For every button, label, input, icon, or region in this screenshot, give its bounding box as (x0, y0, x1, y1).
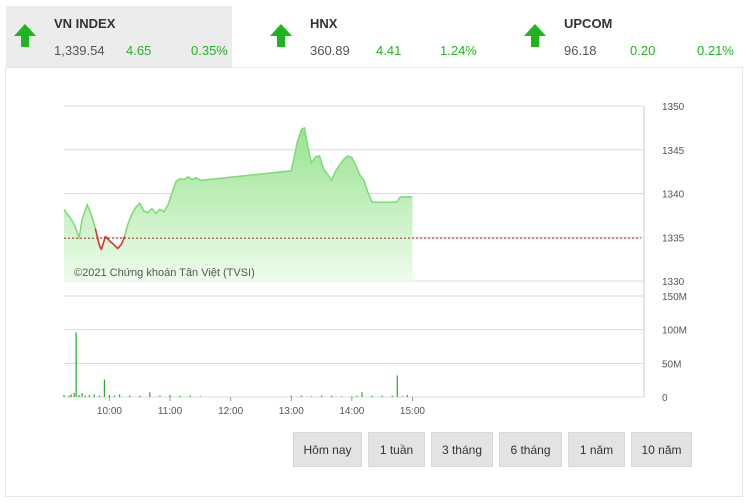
volume-bar (139, 395, 141, 397)
volume-bar (351, 396, 353, 397)
intraday-chart: 1350 1345 1340 1335 1330 150M 100M 50M 0 10:00 11:… (63, 102, 687, 417)
price-below-reference-segment (94, 228, 101, 246)
time-tick-label: 15:00 (400, 406, 425, 417)
price-tick-label: 1350 (662, 102, 685, 113)
volume-bar (70, 394, 72, 397)
volume-bar (169, 394, 171, 397)
volume-bar (78, 394, 80, 397)
volume-bar (401, 396, 403, 397)
range-1-week-button[interactable]: 1 tuần (368, 432, 425, 467)
index-percent: 0.21% (697, 43, 734, 58)
range-3-months-button[interactable]: 3 tháng (431, 432, 493, 467)
volume-bar (361, 392, 363, 397)
index-price: 360.89 (310, 43, 350, 58)
index-change: 4.41 (376, 43, 402, 58)
volume-bar (396, 375, 398, 397)
index-name: VN INDEX (54, 16, 116, 31)
volume-tick-label: 0 (662, 393, 668, 404)
volume-bar (63, 394, 65, 397)
volume-bar (356, 395, 358, 397)
volume-bar (381, 395, 383, 397)
index-price: 96.18 (564, 43, 597, 58)
time-tick-label: 12:00 (218, 406, 243, 417)
volume-bar (199, 396, 201, 397)
range-today-button[interactable]: Hôm nay (293, 432, 362, 467)
index-percent: 1.24% (440, 43, 477, 58)
volume-bar (320, 395, 323, 397)
volume-tick-label: 50M (662, 359, 681, 370)
volume-bar (179, 395, 181, 397)
index-change: 4.65 (126, 43, 152, 58)
volume-bar (68, 395, 70, 397)
range-1-year-button[interactable]: 1 năm (568, 432, 625, 467)
arrow-up-icon (524, 24, 546, 47)
volume-bar (341, 396, 343, 397)
index-change: 0.20 (630, 43, 656, 58)
volume-bar (88, 394, 90, 397)
price-tick-label: 1345 (662, 146, 685, 157)
price-area (64, 127, 413, 281)
price-below-reference-segment (108, 240, 114, 245)
price-below-reference-segment (104, 235, 111, 242)
volume-bar (371, 395, 373, 397)
volume-tick-label: 150M (662, 292, 687, 303)
price-tick-label: 1335 (662, 233, 685, 244)
copyright-text: ©2021 Chứng khoán Tân Việt (TVSI) (74, 267, 255, 279)
volume-bar (118, 394, 121, 397)
price-below-reference-segment (116, 243, 123, 250)
arrow-up-icon (14, 24, 36, 47)
volume-bar (391, 395, 393, 397)
index-name: HNX (310, 16, 338, 31)
volume-bar (84, 395, 86, 397)
volume-bar (189, 395, 191, 397)
price-tick-label: 1340 (662, 190, 685, 201)
volume-bar (103, 379, 105, 397)
volume-bar (290, 395, 292, 397)
volume-bar (310, 396, 313, 397)
volume-bar (75, 332, 77, 397)
time-tick-label: 13:00 (279, 406, 304, 417)
volume-bar (331, 395, 333, 397)
volume-bar (406, 394, 408, 397)
range-6-months-button[interactable]: 6 tháng (499, 432, 562, 467)
chart-frame (5, 67, 743, 497)
volume-bar (149, 392, 151, 397)
volume-bar (98, 395, 100, 397)
time-tick-label: 11:00 (158, 406, 183, 417)
range-10-years-button[interactable]: 10 năm (631, 432, 692, 467)
index-panel-hnx[interactable]: HNX 360.89 4.41 1.24% (262, 6, 488, 67)
volume-bar (73, 392, 75, 397)
volume-bar (108, 394, 111, 397)
volume-tick-label: 100M (662, 326, 687, 337)
index-price: 1,339.54 (54, 43, 105, 58)
index-panel-upcom[interactable]: UPCOM 96.18 0.20 0.21% (516, 6, 742, 67)
index-percent: 0.35% (191, 43, 228, 58)
price-below-reference-segment (112, 243, 119, 250)
volume-bar (113, 395, 116, 397)
volume-bar (300, 395, 302, 397)
arrow-up-icon (270, 24, 292, 47)
volume-bar (81, 392, 83, 397)
volume-bar (129, 395, 131, 397)
index-name: UPCOM (564, 16, 613, 31)
time-tick-label: 14:00 (339, 406, 364, 417)
volume-bar (159, 395, 161, 397)
index-panel-vnindex[interactable]: VN INDEX 1,339.54 4.65 0.35% (6, 6, 232, 67)
price-tick-label: 1330 (662, 277, 685, 288)
time-tick-label: 10:00 (97, 406, 122, 417)
volume-bar (93, 394, 95, 397)
